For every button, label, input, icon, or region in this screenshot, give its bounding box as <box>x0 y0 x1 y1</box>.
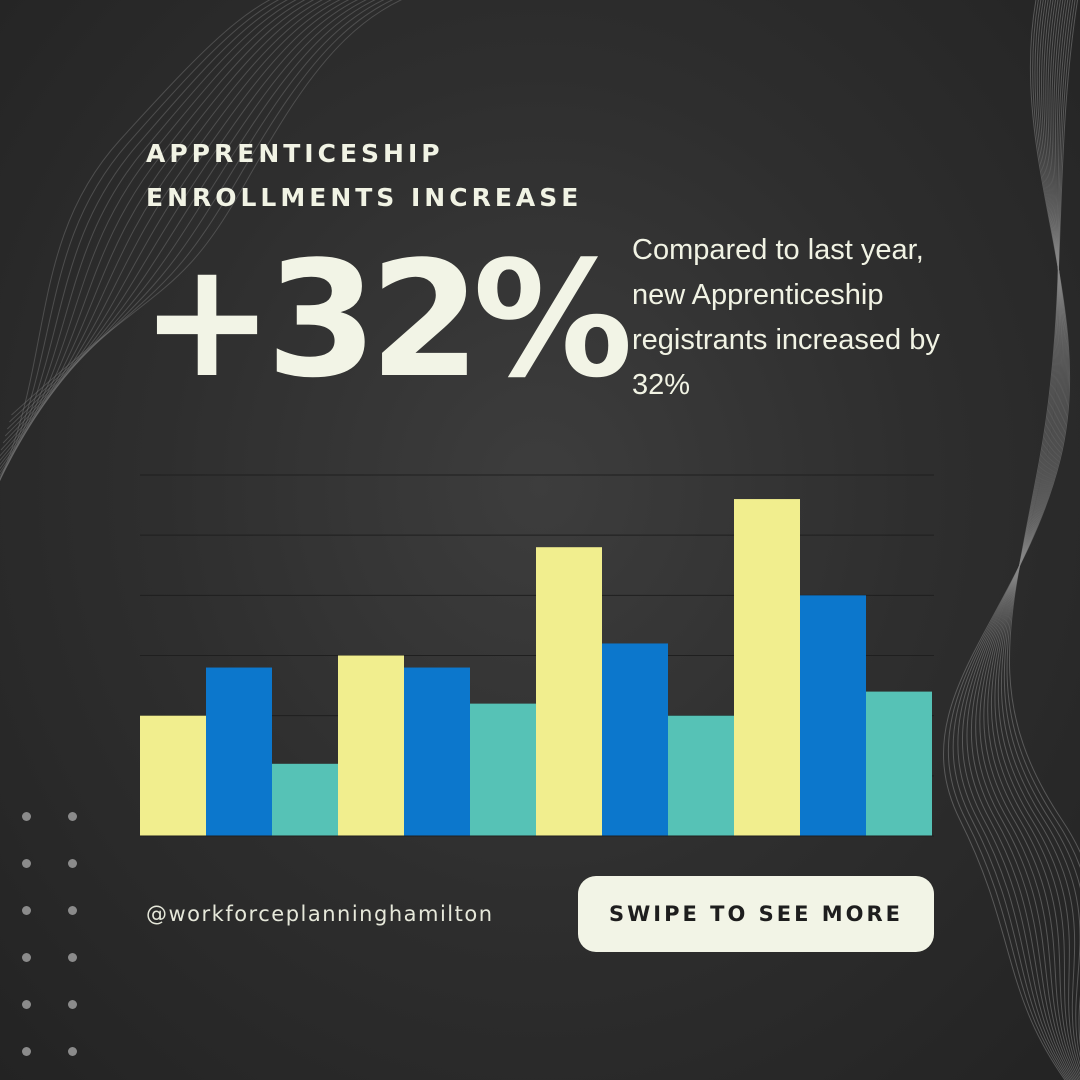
heading-line-1: APPRENTICESHIP <box>146 139 444 168</box>
wave-line-right <box>971 0 1076 1080</box>
wave-line-right <box>994 0 1080 1072</box>
bar-group-2-series-3 <box>470 703 536 836</box>
decorative-dot <box>68 1047 77 1056</box>
bar-group-3-series-2 <box>602 643 668 836</box>
decorative-dot <box>22 906 31 915</box>
wave-line-right <box>952 0 1069 1080</box>
bar-group-4-series-3 <box>866 691 932 836</box>
wave-line-right <box>983 0 1080 1080</box>
bar-group-1-series-3 <box>272 763 338 836</box>
wave-line-right <box>997 0 1080 1066</box>
decorative-dot <box>68 953 77 962</box>
decorative-dot <box>68 906 77 915</box>
decorative-dot <box>22 953 31 962</box>
bar-group-4-series-1 <box>734 499 800 836</box>
chart-heading: APPRENTICESHIP ENROLLMENTS INCREASE <box>146 132 582 220</box>
chart-bars <box>140 499 934 837</box>
decorative-dot <box>68 1000 77 1009</box>
wave-line-right <box>961 0 1073 1080</box>
bar-group-1-series-2 <box>206 667 272 836</box>
bar-group-3-series-3 <box>668 715 734 836</box>
wave-line-right <box>1003 0 1080 1046</box>
wave-line-right <box>1006 0 1080 869</box>
swipe-to-see-more-button[interactable]: SWIPE TO SEE MORE <box>578 876 934 952</box>
bar-group-4-series-2 <box>800 595 866 836</box>
bar-group-2-series-2 <box>404 667 470 836</box>
wave-line-right <box>979 0 1079 1080</box>
wave-line-right <box>947 0 1070 1080</box>
wave-line-right <box>966 0 1074 1080</box>
wave-line-right <box>943 0 1071 1080</box>
decorative-dot <box>68 812 77 821</box>
percent-increase-stat: +32% <box>140 226 633 413</box>
bar-chart <box>140 474 934 837</box>
bar-group-2-series-1 <box>338 655 404 836</box>
bar-group-3-series-1 <box>536 547 602 836</box>
decorative-dot <box>22 812 31 821</box>
social-handle: @workforceplanninghamilton <box>146 902 494 926</box>
bar-group-1-series-1 <box>140 715 206 836</box>
wave-line-right <box>1008 0 1080 853</box>
stat-description: Compared to last year, new Apprenticeshi… <box>632 234 940 401</box>
decorative-dot-grid <box>22 812 92 1072</box>
heading-line-2: ENROLLMENTS INCREASE <box>146 183 583 212</box>
wave-line-right <box>975 0 1077 1080</box>
wave-line-right <box>987 0 1080 1079</box>
wave-line-right <box>990 0 1080 1076</box>
decorative-dot <box>22 1000 31 1009</box>
wave-line-right <box>1000 0 1080 1059</box>
wave-line-right <box>957 0 1071 1080</box>
decorative-dot <box>22 859 31 868</box>
decorative-dot <box>68 859 77 868</box>
decorative-dot <box>22 1047 31 1056</box>
